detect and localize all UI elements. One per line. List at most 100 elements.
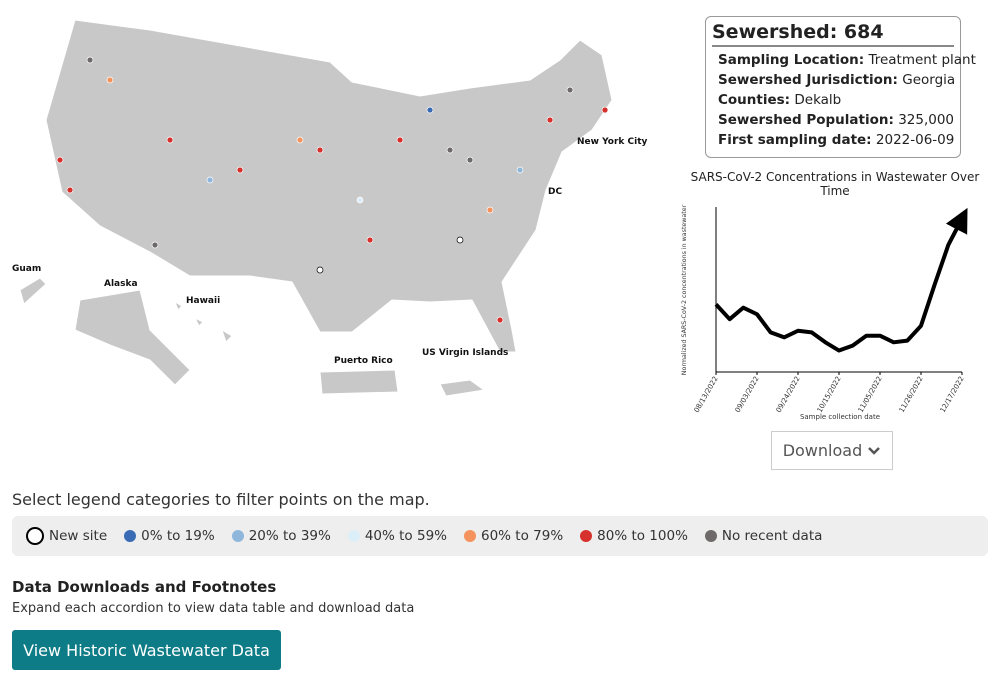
legend-swatch	[347, 530, 360, 542]
legend-item[interactable]: 60% to 79%	[464, 528, 563, 544]
site	[296, 136, 304, 144]
info-label: Sampling Location:	[718, 52, 865, 68]
legend-label: 80% to 100%	[597, 528, 688, 544]
hawaii	[174, 300, 233, 343]
site	[546, 116, 554, 124]
chevron	[868, 446, 881, 455]
legend-label: 60% to 79%	[481, 528, 564, 544]
info-row: First sampling date: 2022-06-09	[712, 130, 954, 150]
legend-label: 0% to 19%	[141, 528, 215, 544]
info-value: 325,000	[898, 112, 955, 128]
legend-swatch	[464, 530, 476, 542]
download-button[interactable]: Download	[771, 431, 893, 470]
virgin-islands	[439, 379, 486, 397]
x-tick-label: 11/05/2022	[857, 375, 884, 414]
legend-item[interactable]: No recent data	[704, 528, 823, 544]
info-row: Counties: Dekalb	[712, 90, 954, 110]
x-tick-label: 09/03/2022	[734, 375, 761, 414]
alaska	[74, 289, 191, 386]
guam	[19, 277, 47, 305]
info-value: Dekalb	[794, 92, 842, 108]
legend-item[interactable]: New site	[26, 527, 107, 545]
site	[316, 266, 324, 274]
info-row: Sampling Location: Treatment plant	[712, 50, 976, 70]
info-value: Treatment plant	[868, 52, 976, 68]
map-label: Puerto Rico	[334, 356, 393, 366]
site	[601, 106, 609, 114]
site	[516, 166, 524, 174]
site	[166, 136, 174, 144]
dots	[56, 56, 609, 324]
info-label: Sewershed Population:	[718, 112, 894, 128]
legend-label: New site	[49, 528, 108, 544]
site	[356, 196, 364, 204]
map-label: Alaska	[104, 279, 138, 289]
x-tick-label: 08/13/2022	[693, 375, 720, 414]
site	[86, 56, 94, 64]
data-line	[714, 207, 968, 353]
info-row: Sewershed Population: 325,000	[712, 110, 954, 130]
site	[466, 156, 474, 164]
site	[426, 106, 434, 114]
info-label: Sewershed Jurisdiction:	[718, 72, 898, 88]
download-text: Download	[782, 441, 863, 460]
legend-item[interactable]: 0% to 19%	[124, 528, 215, 544]
site	[56, 156, 64, 164]
x-tick-label: 10/15/2022	[816, 375, 843, 414]
site	[206, 176, 214, 184]
site	[106, 76, 114, 84]
historic-data-button[interactable]: View Historic Wastewater Data	[12, 630, 281, 670]
site	[456, 236, 464, 244]
map-label: US Virgin Islands	[422, 348, 508, 358]
footer-heading: Data Downloads and Footnotes	[12, 578, 277, 596]
x-tick-label: 09/24/2022	[775, 375, 802, 414]
info-value: Georgia	[902, 72, 956, 88]
land	[19, 19, 613, 397]
info-title: Sewershed: 684	[712, 21, 954, 47]
x-axis-label: Sample collection date	[800, 413, 880, 421]
map-label: DC	[548, 187, 562, 197]
info-rows: Sampling Location: Treatment plant Sewers…	[712, 50, 976, 150]
info-value: 2022-06-09	[875, 132, 955, 148]
x-tick-label: 12/17/2022	[939, 375, 966, 414]
info-label: Counties:	[718, 92, 791, 108]
legend-swatch	[704, 530, 717, 542]
site	[396, 136, 404, 144]
site	[366, 236, 374, 244]
x-tick-label: 11/26/2022	[898, 375, 925, 414]
puerto-rico	[319, 369, 399, 395]
map: Guam Alaska Hawaii Puerto Rico US Virgin…	[12, 19, 648, 397]
legend-swatch	[580, 530, 593, 542]
info-label: First sampling date:	[718, 132, 872, 148]
legend-item[interactable]: 20% to 39%	[231, 528, 331, 544]
legend: New site 0% to 19% 20% to 39% 40% to 59% 60%…	[12, 516, 988, 556]
site	[496, 316, 504, 324]
legend-label: 20% to 39%	[248, 528, 331, 544]
info-row: Sewershed Jurisdiction: Georgia	[712, 70, 956, 90]
y-axis-label: Normalized SARS-CoV-2 concentrations in …	[681, 204, 688, 375]
site	[66, 186, 74, 194]
info-box: Sewershed: 684 Sampling Location: Treatm…	[705, 16, 976, 158]
contiguous-us	[45, 19, 613, 353]
legend-instruction: Select legend categories to filter point…	[12, 490, 430, 509]
legend-label: No recent data	[721, 528, 823, 544]
footer-subtext: Expand each accordion to view data table…	[12, 601, 415, 616]
legend-item[interactable]: 80% to 100%	[580, 528, 688, 544]
map-label: New York City	[577, 137, 648, 147]
site	[566, 86, 574, 94]
site	[446, 146, 454, 154]
legend-swatch	[124, 530, 137, 542]
legend-item[interactable]: 40% to 59%	[347, 528, 447, 544]
legend-swatch	[26, 527, 44, 545]
map-label: Guam	[12, 264, 41, 274]
legend-swatch	[231, 530, 244, 542]
legend-label: 40% to 59%	[364, 528, 447, 544]
site	[486, 206, 494, 214]
site	[236, 166, 244, 174]
map-label: Hawaii	[186, 296, 220, 306]
chart-title: SARS-CoV-2 Concentrations in Wastewater …	[690, 170, 980, 198]
chart: Normalized SARS-CoV-2 concentrations in …	[681, 204, 968, 421]
site	[151, 241, 159, 249]
site	[316, 146, 324, 154]
